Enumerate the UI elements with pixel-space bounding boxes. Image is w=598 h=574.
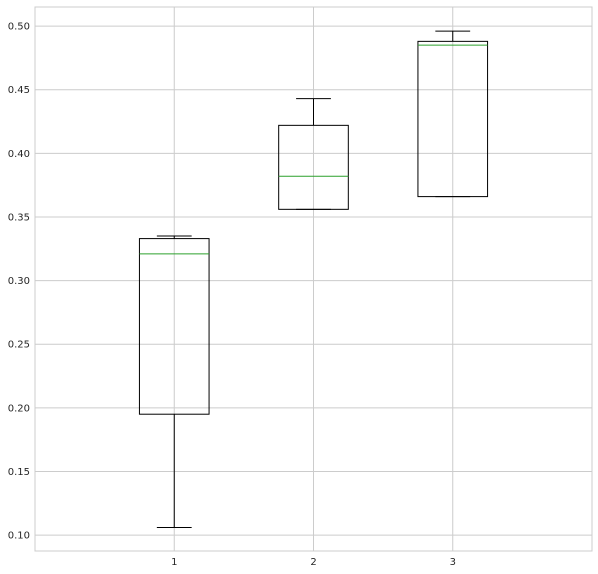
grid-lines: [35, 7, 592, 551]
box-3: [417, 30, 489, 198]
y-tick-label: 0.25: [8, 340, 30, 351]
x-tick-label: 1: [171, 557, 177, 568]
y-axis-ticks: 0.10 0.15 0.20 0.25 0.30 0.35 0.40 0.45 0.50: [8, 22, 30, 542]
iqr-box: [138, 238, 210, 415]
y-tick-label: 0.35: [8, 212, 30, 223]
iqr-box: [278, 124, 349, 210]
plot-frame: [34, 6, 593, 552]
x-tick-label: 3: [450, 557, 456, 568]
x-tick-label: 2: [310, 557, 316, 568]
y-tick-label: 0.45: [8, 85, 30, 96]
y-tick-label: 0.20: [8, 403, 30, 414]
box-series: [138, 30, 489, 528]
y-tick-label: 0.30: [8, 276, 30, 287]
iqr-box: [417, 40, 489, 198]
box-2: [278, 98, 349, 210]
y-tick-label: 0.50: [8, 22, 30, 33]
y-tick-label: 0.40: [8, 149, 30, 160]
box-1: [138, 235, 210, 528]
x-axis-ticks: 1 2 3: [171, 557, 456, 568]
y-tick-label: 0.10: [8, 531, 30, 542]
y-tick-label: 0.15: [8, 467, 30, 478]
